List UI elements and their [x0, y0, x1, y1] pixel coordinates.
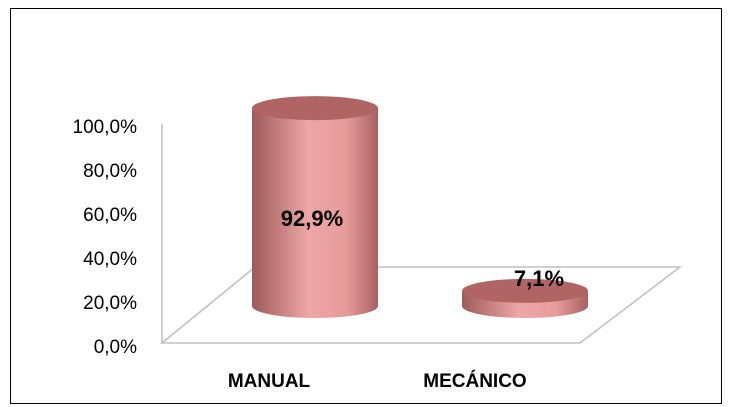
bar-manual: 92,9%	[252, 96, 378, 318]
y-tick-label: 80,0%	[83, 161, 137, 182]
bar-body-manual	[252, 108, 378, 318]
y-tick-label: 0,0%	[94, 337, 137, 358]
data-label-mecanico: 7,1%	[514, 266, 564, 291]
bars: 92,9% 7,1%	[252, 96, 588, 318]
category-label-manual: MANUAL	[228, 371, 311, 392]
bar-mecanico: 7,1%	[462, 266, 588, 318]
y-tick-label: 40,0%	[83, 249, 137, 270]
data-label-manual: 92,9%	[281, 206, 343, 231]
bar-top-mecanico	[462, 278, 588, 303]
y-axis-ticks: 0,0% 20,0% 40,0% 60,0% 80,0% 100,0%	[73, 117, 138, 358]
floor-plane	[159, 266, 683, 344]
category-label-mecanico: MECÁNICO	[423, 370, 526, 392]
bar-top-manual	[252, 96, 378, 121]
category-labels: MANUAL MECÁNICO	[228, 370, 527, 392]
y-tick-label: 60,0%	[83, 205, 137, 226]
y-tick-label: 100,0%	[73, 117, 138, 138]
y-tick-label: 20,0%	[83, 293, 137, 314]
